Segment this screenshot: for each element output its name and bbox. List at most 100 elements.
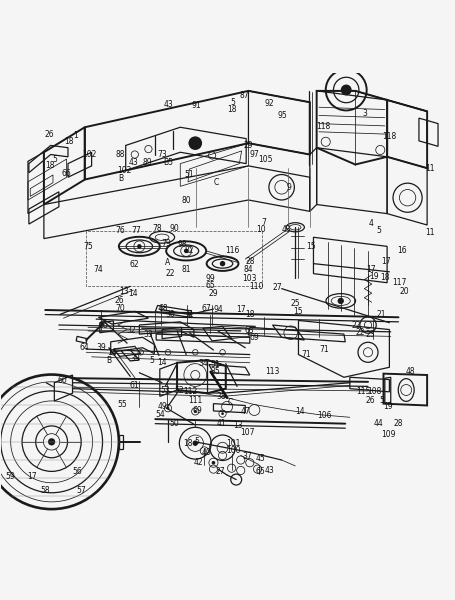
Text: 19: 19 — [382, 403, 392, 412]
Text: 35: 35 — [210, 367, 220, 376]
Text: 18: 18 — [379, 273, 389, 282]
Text: 17: 17 — [365, 265, 375, 274]
Text: 82: 82 — [184, 247, 194, 256]
Text: 29: 29 — [243, 141, 253, 150]
Text: 10: 10 — [255, 225, 265, 234]
Text: 71: 71 — [301, 350, 310, 359]
Text: 65: 65 — [255, 467, 265, 476]
Text: 5: 5 — [52, 155, 57, 164]
Text: 15: 15 — [293, 307, 303, 316]
Text: 68: 68 — [158, 304, 168, 313]
Text: 5: 5 — [376, 226, 380, 235]
Text: 117: 117 — [392, 278, 406, 287]
Text: 63: 63 — [244, 326, 254, 335]
Text: 28: 28 — [244, 257, 254, 266]
Text: 11: 11 — [425, 164, 434, 173]
Text: 40: 40 — [201, 448, 211, 457]
Text: 45: 45 — [255, 454, 265, 463]
Text: 66: 66 — [61, 169, 71, 178]
Text: 9: 9 — [286, 183, 291, 192]
Text: 11: 11 — [425, 228, 434, 237]
Circle shape — [221, 412, 223, 415]
Text: 55: 55 — [117, 400, 127, 409]
Text: 26: 26 — [115, 296, 124, 305]
Text: 43: 43 — [264, 466, 274, 475]
Circle shape — [340, 85, 351, 95]
Text: 26: 26 — [364, 395, 374, 404]
Text: 22: 22 — [355, 328, 365, 337]
Text: 18: 18 — [45, 161, 55, 170]
Text: 81: 81 — [181, 265, 191, 274]
Text: 111: 111 — [188, 397, 202, 406]
Text: 87: 87 — [238, 91, 248, 100]
Text: 105: 105 — [258, 155, 272, 164]
Text: 74: 74 — [93, 265, 103, 274]
Text: 52: 52 — [174, 386, 183, 395]
Circle shape — [137, 244, 142, 248]
Text: 116: 116 — [225, 247, 239, 256]
Text: 62: 62 — [130, 260, 139, 269]
Text: 38: 38 — [216, 392, 226, 401]
Text: 17: 17 — [380, 257, 390, 266]
Text: 14: 14 — [157, 358, 167, 367]
Circle shape — [48, 438, 55, 445]
Text: 99: 99 — [205, 274, 215, 283]
Text: 5: 5 — [149, 356, 154, 365]
Text: 44: 44 — [373, 419, 383, 428]
Text: 75: 75 — [83, 242, 93, 251]
Text: 3: 3 — [361, 109, 366, 118]
Text: 58: 58 — [40, 485, 50, 494]
Text: 42: 42 — [193, 458, 203, 467]
Text: 69: 69 — [192, 406, 202, 415]
Text: 14: 14 — [107, 348, 116, 357]
Text: 102: 102 — [82, 150, 96, 159]
Text: 39: 39 — [130, 353, 139, 362]
Text: 92: 92 — [263, 99, 273, 108]
Text: 27: 27 — [272, 283, 281, 292]
Text: 115: 115 — [355, 388, 370, 397]
Text: 5: 5 — [230, 98, 234, 107]
Text: C: C — [227, 398, 233, 407]
Circle shape — [219, 261, 225, 266]
Text: 21: 21 — [376, 310, 385, 319]
Text: 64: 64 — [80, 343, 90, 352]
Text: 18: 18 — [64, 137, 73, 146]
Text: 113: 113 — [265, 367, 279, 376]
Text: 14: 14 — [128, 289, 138, 298]
Text: 53: 53 — [160, 386, 170, 395]
Text: 102: 102 — [117, 166, 131, 175]
Circle shape — [183, 248, 188, 253]
Text: 106: 106 — [316, 412, 331, 421]
Text: 118: 118 — [316, 122, 330, 131]
Text: 71: 71 — [319, 344, 329, 353]
Text: 91: 91 — [191, 101, 201, 110]
Text: 22: 22 — [351, 320, 360, 329]
Text: 32: 32 — [126, 326, 136, 335]
Text: 15: 15 — [305, 242, 315, 251]
Text: 13: 13 — [119, 287, 129, 296]
Text: 103: 103 — [242, 274, 257, 283]
Text: 4: 4 — [368, 219, 373, 228]
Text: 108: 108 — [366, 388, 381, 397]
Circle shape — [211, 461, 215, 464]
Text: 47: 47 — [240, 407, 250, 416]
Circle shape — [188, 136, 202, 150]
Text: 29: 29 — [208, 289, 218, 298]
Text: 16: 16 — [396, 247, 405, 256]
Text: 77: 77 — [131, 226, 141, 235]
Text: 110: 110 — [248, 282, 263, 291]
Text: 90: 90 — [169, 224, 179, 233]
Text: 14: 14 — [294, 407, 304, 416]
Text: 51: 51 — [184, 170, 194, 179]
Text: 88: 88 — [115, 150, 124, 159]
Text: 107: 107 — [239, 428, 254, 437]
Text: 39: 39 — [96, 343, 106, 352]
Text: A: A — [165, 258, 170, 267]
Text: 30: 30 — [165, 310, 174, 319]
Text: 25: 25 — [290, 299, 299, 308]
Text: 48: 48 — [405, 367, 415, 376]
Circle shape — [193, 410, 196, 413]
Text: 101: 101 — [226, 439, 240, 448]
Text: 76: 76 — [115, 226, 124, 235]
Text: 98: 98 — [177, 240, 187, 249]
